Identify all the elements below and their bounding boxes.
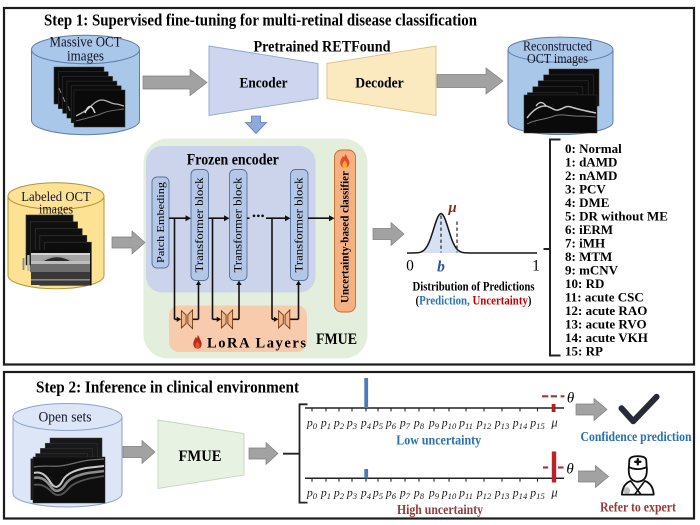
svg-text:13: acute RVO: 13: acute RVO — [565, 317, 647, 332]
svg-text:p8: p8 — [413, 486, 425, 502]
svg-text:Confidence prediction: Confidence prediction — [581, 429, 692, 444]
svg-text:p1: p1 — [320, 416, 331, 432]
svg-text:15: RP: 15: RP — [565, 344, 603, 359]
svg-text:Transformer block: Transformer block — [293, 177, 305, 272]
svg-text:Uncertainty-based classifier: Uncertainty-based classifier — [340, 171, 352, 303]
svg-text:θ: θ — [567, 391, 575, 407]
svg-text:1: dAMD: 1: dAMD — [565, 155, 617, 170]
svg-text:Massive OCT: Massive OCT — [50, 35, 122, 51]
svg-text:Pretrained RETFound: Pretrained RETFound — [254, 39, 391, 56]
svg-text:Step 1: Supervised fine-tuning: Step 1: Supervised fine-tuning for multi… — [44, 11, 477, 30]
svg-text:p7: p7 — [399, 416, 411, 432]
svg-text:p5: p5 — [372, 416, 384, 432]
svg-text:p2: p2 — [333, 416, 345, 432]
svg-text:Labeled OCT: Labeled OCT — [21, 190, 91, 205]
svg-text:p7: p7 — [399, 486, 411, 502]
svg-text:b: b — [437, 259, 445, 276]
svg-text:Transformer block: Transformer block — [194, 177, 206, 272]
svg-text:p2: p2 — [333, 486, 345, 502]
svg-text:Patch Embeding: Patch Embeding — [155, 181, 167, 263]
svg-text:μ: μ — [550, 416, 557, 430]
svg-text:8: MTM: 8: MTM — [565, 249, 612, 264]
svg-text:p9: p9 — [428, 416, 440, 432]
svg-text:Low uncertainty: Low uncertainty — [396, 434, 481, 449]
svg-text:4: DME: 4: DME — [565, 195, 609, 210]
svg-text:Decoder: Decoder — [355, 76, 404, 92]
svg-text:LoRA Layers: LoRA Layers — [207, 336, 306, 352]
svg-text:Distribution of Predictions: Distribution of Predictions — [413, 279, 535, 294]
svg-text:High uncertainty: High uncertainty — [397, 503, 483, 518]
svg-text:p8: p8 — [413, 416, 425, 432]
svg-text:6: iERM: 6: iERM — [565, 222, 613, 237]
svg-text:μ: μ — [447, 200, 456, 216]
svg-text:FMUE: FMUE — [316, 331, 357, 348]
svg-text:p6: p6 — [385, 416, 397, 432]
svg-text:p0: p0 — [306, 486, 318, 502]
svg-text:9: mCNV: 9: mCNV — [565, 263, 619, 278]
svg-text:3: PCV: 3: PCV — [565, 182, 606, 197]
svg-text:images: images — [39, 203, 73, 218]
svg-text:p6: p6 — [385, 486, 397, 502]
svg-text:Reconstructed: Reconstructed — [523, 40, 592, 55]
svg-text:OCT images: OCT images — [527, 52, 588, 67]
svg-text:2: nAMD: 2: nAMD — [565, 168, 617, 183]
svg-text:Step 2: Inference in clinical: Step 2: Inference in clinical environmen… — [36, 378, 299, 397]
svg-text:Transformer block: Transformer block — [232, 177, 244, 272]
svg-text:12: acute RAO: 12: acute RAO — [565, 303, 647, 318]
svg-text:p3: p3 — [346, 416, 357, 432]
svg-text:14: acute VKH: 14: acute VKH — [565, 330, 648, 345]
svg-text:p4: p4 — [360, 486, 372, 502]
svg-text:p0: p0 — [306, 416, 318, 432]
svg-text:0: 0 — [406, 258, 414, 275]
svg-text:11: acute CSC: 11: acute CSC — [565, 290, 644, 305]
svg-text:θ: θ — [566, 462, 574, 478]
svg-text:Frozen encoder: Frozen encoder — [187, 152, 279, 169]
svg-text:images: images — [67, 49, 104, 65]
svg-text:Open sets: Open sets — [39, 410, 92, 426]
svg-text:Encoder: Encoder — [240, 76, 288, 92]
svg-text:0: Normal: 0: Normal — [565, 141, 622, 156]
svg-text:7: iMH: 7: iMH — [565, 236, 605, 251]
svg-text:10: RD: 10: RD — [565, 276, 604, 291]
svg-text:p5: p5 — [372, 486, 384, 502]
svg-text:p9: p9 — [428, 486, 440, 502]
svg-text:p4: p4 — [360, 416, 372, 432]
svg-text:FMUE: FMUE — [179, 448, 222, 465]
svg-text:p3: p3 — [346, 486, 357, 502]
svg-text:p1: p1 — [320, 486, 331, 502]
svg-text:(Prediction, Uncertainty): (Prediction, Uncertainty) — [416, 293, 532, 308]
svg-text:1: 1 — [532, 258, 540, 275]
svg-text:Refer to expert: Refer to expert — [600, 500, 676, 515]
svg-text:5: DR without ME: 5: DR without ME — [565, 209, 668, 224]
svg-text:μ: μ — [550, 486, 557, 500]
